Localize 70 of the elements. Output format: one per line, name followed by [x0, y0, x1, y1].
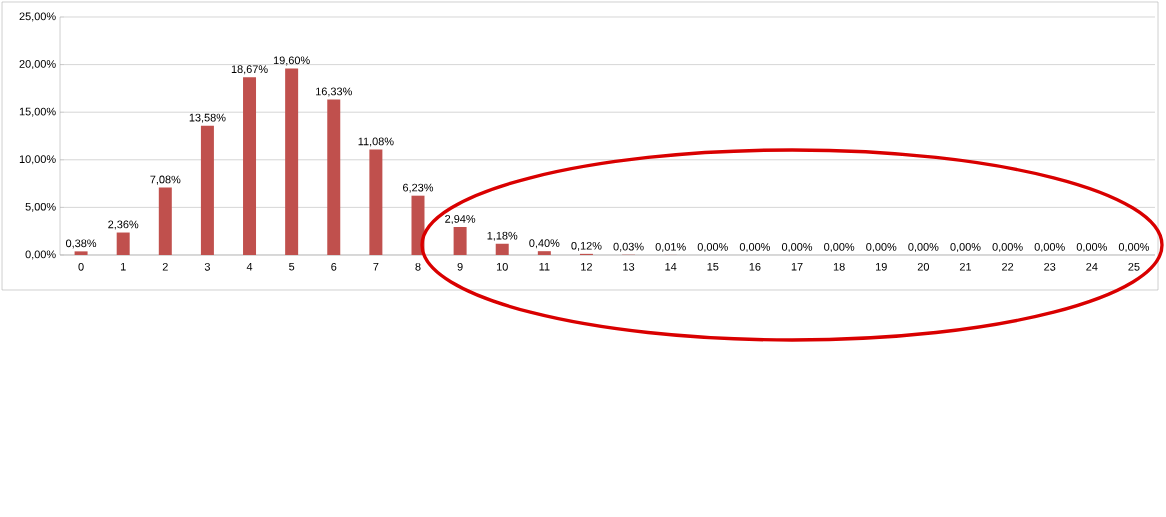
bar	[453, 227, 467, 255]
x-tick-label: 20	[917, 262, 930, 271]
data-label: 1,18%	[487, 231, 518, 241]
data-label: 2,94%	[445, 215, 476, 225]
x-tick-label: 14	[665, 262, 677, 271]
data-label: 0,38%	[65, 239, 97, 249]
bar	[495, 243, 509, 255]
data-label: 7,08%	[150, 175, 181, 185]
x-tick-label: 18	[833, 262, 845, 271]
data-label: 0,40%	[529, 239, 560, 249]
data-label: 19,60%	[273, 56, 310, 66]
data-label: 0,12%	[571, 241, 602, 251]
x-tick-label: 0	[78, 262, 84, 271]
x-tick-label: 7	[373, 262, 379, 271]
y-tick-label: 25,00%	[19, 12, 56, 22]
x-tick-label: 17	[791, 262, 803, 271]
data-label: 11,08%	[358, 137, 394, 147]
x-tick-label: 13	[623, 262, 635, 271]
data-label: 6,23%	[403, 183, 434, 193]
data-label: 18,67%	[231, 65, 268, 75]
data-label: 0,00%	[824, 243, 855, 253]
data-label: 0,00%	[1118, 243, 1150, 253]
y-tick-label: 0,00%	[25, 250, 56, 260]
bar	[74, 251, 88, 255]
x-tick-label: 10	[496, 262, 508, 271]
y-tick-label: 15,00%	[19, 107, 56, 117]
x-tick-label: 2	[162, 262, 168, 271]
bar	[158, 187, 172, 255]
x-tick-label: 25	[1128, 262, 1140, 271]
data-label: 0,00%	[950, 243, 981, 253]
y-tick-label: 20,00%	[19, 60, 56, 70]
bar	[327, 99, 341, 255]
x-tick-label: 9	[457, 262, 463, 271]
x-tick-label: 8	[415, 262, 421, 271]
bar	[200, 125, 214, 255]
data-label: 0,00%	[697, 243, 728, 253]
data-label: 0,00%	[908, 243, 939, 253]
x-tick-label: 19	[876, 262, 887, 271]
data-label: 13,58%	[189, 113, 226, 123]
x-tick-label: 5	[289, 262, 295, 271]
data-label: 0,00%	[1076, 243, 1107, 253]
bar	[285, 68, 299, 255]
data-label: 0,01%	[655, 242, 686, 252]
x-tick-label: 22	[1002, 262, 1014, 271]
x-tick-label: 15	[707, 262, 719, 271]
x-tick-label: 6	[331, 262, 337, 271]
data-label: 0,00%	[1034, 243, 1065, 253]
bar	[369, 149, 383, 255]
data-label: 0,03%	[613, 242, 644, 252]
bar	[116, 232, 130, 255]
data-label: 16,33%	[316, 87, 352, 97]
x-tick-label: 12	[581, 262, 592, 271]
data-label: 2,36%	[108, 220, 139, 230]
x-tick-label: 23	[1044, 262, 1056, 271]
bar	[537, 251, 551, 255]
data-label: 0,00%	[992, 243, 1023, 253]
y-tick-label: 10,00%	[19, 155, 56, 165]
data-label: 0,00%	[739, 243, 771, 253]
x-tick-label: 1	[120, 262, 126, 271]
x-tick-label: 4	[246, 262, 253, 271]
data-label: 0,00%	[781, 243, 813, 253]
y-tick-label: 5,00%	[25, 202, 56, 212]
x-tick-label: 16	[749, 262, 761, 271]
bar	[243, 77, 257, 255]
x-tick-label: 11	[539, 262, 550, 271]
x-tick-label: 24	[1086, 262, 1098, 271]
data-label: 0,00%	[866, 243, 897, 253]
x-tick-label: 21	[959, 262, 972, 271]
bar	[411, 195, 425, 255]
x-tick-label: 3	[204, 262, 210, 271]
